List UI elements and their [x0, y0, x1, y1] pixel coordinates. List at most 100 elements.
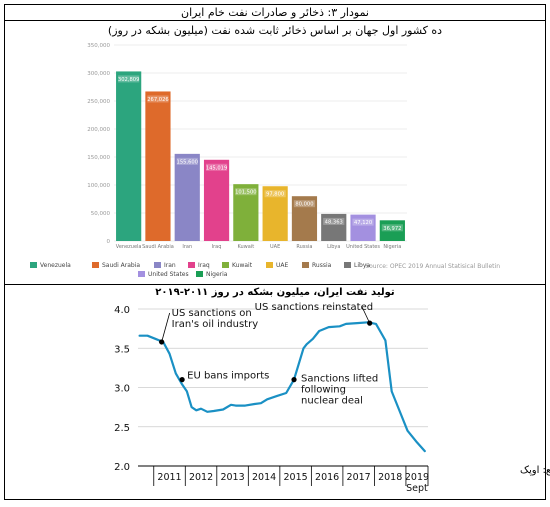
legend-label: Iraq [198, 262, 210, 269]
bar-value-label: 80,000 [295, 202, 313, 208]
annotation-leader [361, 305, 371, 324]
bar-category-label: Venezuela [116, 244, 142, 250]
bar-ytick-label: 350,000 [87, 43, 110, 49]
legend-label: Libya [354, 262, 370, 269]
bar [379, 220, 405, 241]
annotation-marker [179, 377, 185, 383]
legend-label: Venezuela [40, 262, 71, 269]
bar-value-label: 155,600 [177, 159, 198, 165]
bar-chart: 0 50,000 100,000 150,000 200,000 250,000 300,0… [30, 43, 500, 278]
legend-swatch [266, 262, 273, 268]
bar-value-label-bg [323, 217, 345, 225]
legend-swatch [222, 262, 229, 268]
line-xtick-sublabel: Sept [406, 483, 428, 494]
bar-value-label: 36,972 [383, 226, 401, 232]
legend-swatch [30, 262, 37, 268]
legend-swatch [154, 262, 161, 268]
production-line [138, 321, 426, 453]
legend-label: United States [148, 271, 189, 278]
line-ytick-label: 2.0 [114, 462, 130, 473]
bar [174, 153, 200, 241]
bar [321, 213, 347, 241]
bar-category-label: Kuwait [237, 244, 254, 250]
legend-swatch [344, 262, 351, 268]
bar [203, 159, 230, 241]
bar-chart-source: Source: OPEC 2019 Annual Statisical Bull… [365, 263, 500, 270]
bar-value-label-bg [147, 95, 169, 103]
bar-ytick-label: 50,000 [91, 211, 111, 217]
bar-value-label-bg [352, 218, 374, 226]
bar-value-label-bg [264, 190, 286, 198]
bar-value-label-bg [381, 224, 403, 232]
legend-label: Iran [164, 262, 176, 269]
line-xtick-label: 2012 [189, 472, 213, 483]
bar-value-label: 101,500 [235, 190, 256, 196]
bar-value-label: 48,363 [325, 219, 343, 225]
bar-value-label: 302,809 [118, 77, 139, 83]
line-xtick-label: 2016 [315, 472, 339, 483]
annotation-marker [291, 377, 297, 383]
bar-value-label-bg [205, 163, 228, 171]
bar-ytick-label: 250,000 [87, 99, 110, 105]
line-xtick-label: 2013 [220, 472, 244, 483]
legend-label: Saudi Arabia [102, 262, 140, 269]
annotation-leader [161, 312, 171, 343]
line-ytick-label: 3.5 [114, 344, 130, 355]
bar-ytick-label: 300,000 [87, 71, 110, 77]
bar-value-label-bg [235, 188, 257, 196]
bar-value-label-bg [176, 157, 198, 165]
annotation-label: Sanctions lifted following nuclear deal [301, 374, 378, 407]
figure-frame [4, 4, 546, 500]
bar-ytick-label: 150,000 [87, 155, 110, 161]
bar-value-label: 145,019 [206, 165, 227, 171]
bar-value-label: 97,800 [266, 192, 284, 198]
line-ytick-label: 3.0 [114, 384, 130, 395]
bar-value-label: 267,026 [147, 97, 168, 103]
legend-label: Kuwait [232, 262, 253, 269]
bar-value-label-bg [293, 200, 316, 208]
bar [116, 71, 142, 241]
annotation-marker [159, 339, 165, 345]
annotation-label: EU bans imports [187, 371, 269, 382]
legend-label: Russia [312, 262, 332, 269]
line-xtick-label: 2014 [252, 472, 276, 483]
bar-ytick-label: 200,000 [87, 127, 110, 133]
line-chart: 2.0 2.5 3.0 3.5 4.0 2011 2012 2013 2014 2015 2016 2… [114, 302, 429, 494]
line-xtick-label: 2015 [284, 472, 308, 483]
bar [262, 186, 288, 241]
bar-category-label: Nigeria [383, 244, 401, 250]
line-ytick-label: 2.5 [114, 423, 130, 434]
bar [233, 184, 259, 241]
bar-ytick-label: 0 [107, 239, 111, 245]
bar-category-label: United States [346, 244, 380, 250]
bar-category-label: Saudi Arabia [142, 244, 174, 250]
bar-chart-title: ده کشور اول جهان بر اساس ذخائر ثابت شده … [108, 24, 442, 37]
bar [291, 196, 318, 241]
line-ytick-label: 4.0 [114, 305, 130, 316]
annotation-label: US sanctions on Iran's oil industry [172, 308, 259, 330]
annotation-label: US sanctions reinstated [255, 302, 373, 313]
bar [350, 214, 376, 241]
legend-swatch [138, 271, 145, 277]
bar-category-label: Russia [296, 244, 312, 250]
legend-swatch [302, 262, 309, 268]
bar-category-label: UAE [270, 244, 280, 250]
bar-value-label: 47,120 [354, 220, 372, 226]
bar-ytick-label: 100,000 [87, 183, 110, 189]
legend-swatch [196, 271, 203, 277]
bar-category-label: Libya [327, 244, 340, 250]
bar [145, 91, 171, 241]
legend-label: UAE [276, 262, 288, 269]
legend-swatch [188, 262, 195, 268]
bar-category-label: Iran [182, 244, 192, 250]
line-chart-source: منبع: اوپک [520, 465, 550, 476]
legend-swatch [92, 262, 99, 268]
bar-category-label: Iraq [212, 244, 222, 250]
line-xtick-label: 2017 [347, 472, 371, 483]
figure-title: نمودار ۳: ذخائر و صادرات نفت خام ایران [181, 6, 369, 19]
bar-value-label-bg [118, 75, 140, 83]
line-chart-title: تولید نفت ایران، میلیون بشکه در روز ۲۰۱۱… [155, 287, 395, 298]
legend-label: Nigeria [206, 271, 228, 278]
